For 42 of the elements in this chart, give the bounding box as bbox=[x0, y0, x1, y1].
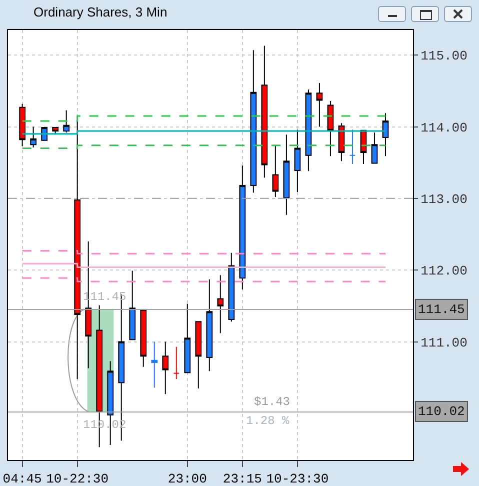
candlestick bbox=[272, 144, 279, 198]
x-tick-label: 10-23:30 bbox=[266, 472, 329, 486]
candlestick bbox=[19, 103, 26, 147]
candlestick bbox=[349, 129, 356, 165]
y-tick-label: 111.00 bbox=[420, 335, 468, 350]
candlestick bbox=[173, 346, 180, 380]
candlestick bbox=[140, 310, 147, 368]
candlestick bbox=[239, 164, 246, 290]
candlestick bbox=[129, 270, 136, 340]
x-tick-label: 23:00 bbox=[168, 472, 207, 486]
ref-line-label: 111.45 bbox=[418, 302, 465, 317]
candlestick bbox=[162, 341, 169, 395]
y-tick-label: 112.00 bbox=[420, 264, 468, 279]
candlestick bbox=[250, 50, 257, 194]
candlestick bbox=[30, 126, 37, 148]
candlestick bbox=[206, 278, 213, 372]
candlestick bbox=[382, 112, 389, 157]
annotation: $1.43 bbox=[254, 395, 290, 409]
candlestick bbox=[371, 132, 378, 164]
y-tick-label: 113.00 bbox=[420, 192, 468, 207]
chart-title: Ordinary Shares, 3 Min bbox=[34, 4, 168, 20]
candlestick bbox=[294, 129, 301, 192]
candlestick bbox=[338, 122, 345, 162]
candlestick bbox=[327, 100, 334, 157]
candlestick bbox=[283, 134, 290, 216]
x-tick-label: 23:15 bbox=[222, 472, 262, 486]
candlestick bbox=[52, 126, 59, 136]
x-tick-label: 10-22:30 bbox=[46, 472, 109, 486]
candlestick bbox=[195, 321, 202, 389]
y-tick-label: 114.00 bbox=[420, 120, 468, 136]
ref-line-label: 110.02 bbox=[418, 404, 465, 419]
candlestick bbox=[228, 252, 235, 322]
candlestick bbox=[184, 303, 191, 374]
y-tick-label: 115.00 bbox=[420, 48, 468, 64]
candlestick bbox=[316, 82, 323, 128]
candlestick bbox=[217, 274, 224, 334]
candlestick bbox=[261, 45, 268, 178]
candlestick bbox=[305, 88, 312, 172]
annotation: 1.28 % bbox=[246, 414, 290, 428]
x-tick-label: 04:45 bbox=[2, 472, 42, 486]
candlestick bbox=[63, 110, 70, 133]
candlestick bbox=[151, 341, 158, 388]
